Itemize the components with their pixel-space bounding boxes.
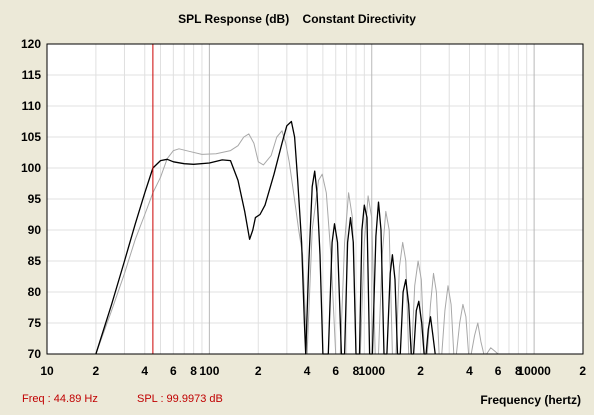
- y-tick-label: 75: [28, 316, 42, 330]
- x-tick-label: 2: [255, 364, 262, 378]
- plot-frame: [46, 43, 584, 355]
- x-tick-label: 8: [190, 364, 197, 378]
- y-tick-label: 100: [21, 161, 41, 175]
- y-tick-label: 110: [22, 99, 42, 113]
- x-tick-label: 6: [332, 364, 339, 378]
- series-line-1: [95, 120, 436, 355]
- y-tick-label: 115: [22, 68, 42, 82]
- x-tick-label: 8: [353, 364, 360, 378]
- status-spl: SPL : 99.9973 dB: [137, 393, 223, 405]
- x-tick-label: 2: [93, 364, 100, 378]
- y-tick-label: 70: [28, 347, 42, 361]
- status-frequency: Freq : 44.89 Hz: [22, 393, 98, 405]
- x-tick-label: 2: [417, 364, 424, 378]
- x-tick-label: 6: [170, 364, 177, 378]
- x-tick-label: 10: [40, 364, 54, 378]
- x-axis-label: Frequency (hertz): [480, 393, 581, 407]
- x-tick-label: 8: [515, 364, 522, 378]
- x-tick-label: 6: [495, 364, 502, 378]
- x-tick-label: 10000: [517, 364, 551, 378]
- x-tick-label: 100: [199, 364, 219, 378]
- y-tick-label: 80: [28, 285, 42, 299]
- y-tick-label: 120: [21, 37, 41, 51]
- x-tick-label: 4: [304, 364, 311, 378]
- y-tick-label: 85: [28, 254, 42, 268]
- chart-title: SPL Response (dB) Constant Directivity: [178, 12, 416, 26]
- x-tick-label: 1000: [358, 364, 385, 378]
- y-tick-labels: 120 115 110 105 100 95 90 85 80 75 70: [21, 37, 41, 361]
- x-tick-label: 2: [579, 364, 586, 378]
- y-tick-label: 105: [21, 130, 41, 144]
- x-tick-label: 4: [466, 364, 473, 378]
- y-tick-label: 95: [28, 192, 42, 206]
- x-tick-label: 4: [141, 364, 148, 378]
- y-tick-label: 90: [28, 223, 42, 237]
